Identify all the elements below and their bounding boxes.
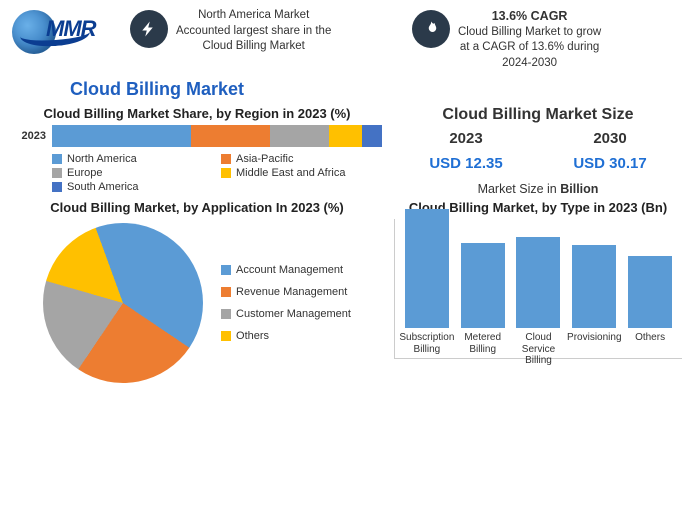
region-legend-label: Middle East and Africa [236,167,345,179]
size-year: 2023 [429,130,502,147]
type-bar-chart: Cloud Billing Market, by Type in 2023 (B… [394,200,682,383]
type-bar-label: Subscription Billing [399,332,454,358]
region-seg-north-america [52,125,191,147]
application-title: Cloud Billing Market, by Application In … [50,200,344,215]
region-seg-south-america [362,125,382,147]
application-legend-item: Revenue Management [221,286,351,298]
application-legend-label: Account Management [236,264,343,276]
region-seg-asia-pacific [191,125,270,147]
type-bar-col: Others [623,256,677,359]
application-legend-label: Customer Management [236,308,351,320]
type-bar-col: Subscription Billing [400,209,454,359]
stat1-line1: North America Market [176,8,331,24]
region-legend-label: Asia-Pacific [236,153,293,165]
page-title: Cloud Billing Market [70,79,694,100]
size-footer-bold: Billion [560,182,598,196]
type-bar [405,209,449,329]
region-legend-label: North America [67,153,137,165]
size-title: Cloud Billing Market Size [394,106,682,124]
region-seg-europe [270,125,329,147]
region-year-label: 2023 [12,130,46,142]
region-seg-middle-east-and-africa [329,125,362,147]
stat2-title: 13.6% CAGR [458,8,601,25]
type-bar-label: Others [635,332,665,358]
type-bar-col: Provisioning [567,245,621,358]
application-legend-label: Others [236,330,269,342]
market-size-panel: Cloud Billing Market Size 2023USD 12.352… [394,106,682,196]
type-bar [516,237,560,328]
type-bar [628,256,672,329]
header: MMR North America Market Accounted large… [0,0,694,75]
stat-north-america: North America Market Accounted largest s… [130,8,402,55]
mmr-logo: MMR [10,8,120,58]
stat2-line1: Cloud Billing Market to grow [458,25,601,41]
stat2-line3: 2024-2030 [458,56,601,72]
region-legend: North America Asia-Pacific Europe Middle Ea… [12,153,382,193]
size-col: 2023 USD 12.35 [429,130,502,172]
logo-text: MMR [46,16,96,42]
application-legend: Account Management Revenue Management Cust… [221,264,351,342]
region-legend-label: South America [67,181,139,193]
type-bar-area: Subscription BillingMetered BillingCloud… [394,219,682,359]
stat1-line2: Accounted largest share in the [176,24,331,40]
region-legend-item: Europe [52,167,213,179]
stat2-line2: at a CAGR of 13.6% during [458,40,601,56]
size-footer: Market Size in Billion [394,182,682,196]
type-bar-label: Metered Billing [456,332,510,358]
type-bar [572,245,616,328]
application-legend-item: Others [221,330,351,342]
size-col: 2030 USD 30.17 [573,130,646,172]
type-bar-col: Metered Billing [456,243,510,359]
size-year: 2030 [573,130,646,147]
region-legend-item: North America [52,153,213,165]
stat1-line3: Cloud Billing Market [176,39,331,55]
application-pie [43,223,203,383]
type-bar [461,243,505,329]
region-legend-label: Europe [67,167,102,179]
region-legend-item: South America [52,181,213,193]
application-pie-chart: Cloud Billing Market, by Application In … [12,200,382,383]
stat-cagr: 13.6% CAGR Cloud Billing Market to grow … [412,8,684,71]
size-footer-prefix: Market Size in [478,182,561,196]
flame-icon [412,10,450,48]
bolt-icon [130,10,168,48]
region-legend-item: Middle East and Africa [221,167,382,179]
size-value: USD 12.35 [429,155,502,172]
region-legend-item: Asia-Pacific [221,153,382,165]
type-bar-col: Cloud Service Billing [511,237,565,358]
application-legend-item: Account Management [221,264,351,276]
region-share-chart: Cloud Billing Market Share, by Region in… [12,106,382,196]
size-value: USD 30.17 [573,155,646,172]
type-bar-label: Cloud Service Billing [511,332,565,358]
application-legend-item: Customer Management [221,308,351,320]
type-bar-label: Provisioning [567,332,621,358]
region-title: Cloud Billing Market Share, by Region in… [12,106,382,121]
application-legend-label: Revenue Management [236,286,347,298]
region-stacked-bar [52,125,382,147]
